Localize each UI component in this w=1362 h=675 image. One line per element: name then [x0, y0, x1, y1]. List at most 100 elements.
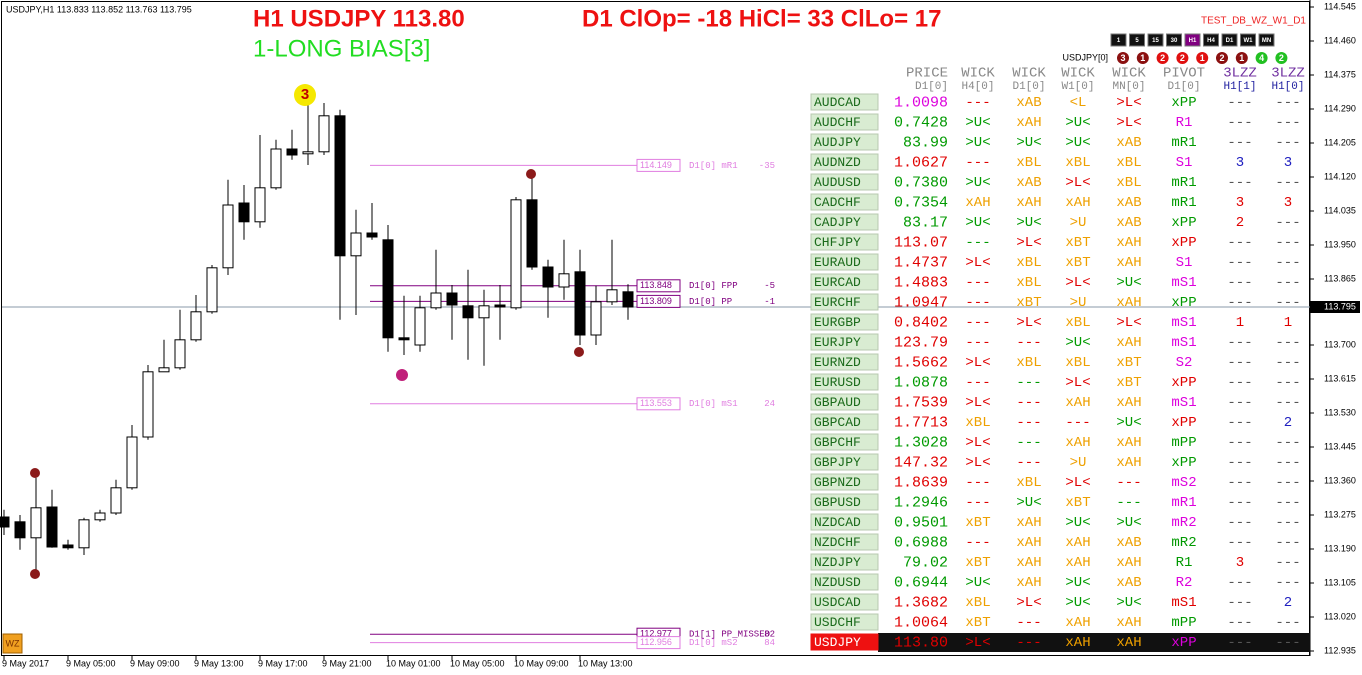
- timeframe-label[interactable]: 5: [1135, 38, 1139, 44]
- symbol-box[interactable]: [810, 313, 879, 331]
- symbol-box[interactable]: [810, 513, 879, 531]
- symbol-box[interactable]: [810, 473, 879, 491]
- signal-cell: >L<: [1116, 115, 1141, 131]
- timeframe-button[interactable]: [1166, 33, 1182, 47]
- timeframe-label[interactable]: 15: [1152, 38, 1159, 44]
- symbol-box[interactable]: [810, 113, 879, 131]
- price-cell: 79.02: [903, 554, 948, 571]
- symbol-label[interactable]: AUDJPY: [814, 135, 861, 150]
- symbol-label[interactable]: AUDUSD: [814, 175, 861, 190]
- symbol-box[interactable]: [810, 433, 879, 451]
- symbol-box[interactable]: [810, 233, 879, 251]
- symbol-label[interactable]: GBPJPY: [814, 455, 861, 470]
- price-cell: 1.8639: [894, 474, 948, 491]
- symbol-box[interactable]: [810, 613, 879, 631]
- timeframe-label[interactable]: D1: [1226, 38, 1234, 44]
- timeframe-label[interactable]: W1: [1244, 38, 1254, 44]
- symbol-label[interactable]: USDJPY: [814, 635, 861, 650]
- symbol-label[interactable]: EURUSD: [814, 375, 861, 390]
- symbol-box[interactable]: [810, 373, 879, 391]
- symbol-label[interactable]: EURAUD: [814, 255, 861, 270]
- symbol-box[interactable]: [810, 353, 879, 371]
- timeframe-button[interactable]: [1240, 33, 1256, 47]
- timeframe-label[interactable]: 30: [1171, 38, 1178, 44]
- symbol-box[interactable]: [810, 173, 879, 191]
- signal-cell: 2: [1284, 415, 1292, 431]
- symbol-label[interactable]: EURNZD: [814, 355, 861, 370]
- timeframe-button[interactable]: [1221, 33, 1238, 47]
- timeframe-button[interactable]: [1147, 33, 1164, 47]
- symbol-label[interactable]: CADJPY: [814, 215, 861, 230]
- signal-cell: ---: [1227, 355, 1252, 371]
- timeframe-button[interactable]: [1258, 33, 1275, 47]
- level-offset: -35: [759, 161, 775, 171]
- price-cell: 1.3028: [894, 434, 948, 451]
- signal-cell: >L<: [1016, 595, 1041, 611]
- symbol-label[interactable]: AUDCHF: [814, 115, 861, 130]
- symbol-label[interactable]: GBPAUD: [814, 395, 861, 410]
- signal-cell: xAH: [1016, 115, 1041, 131]
- symbol-label[interactable]: CHFJPY: [814, 235, 861, 250]
- timeframe-label[interactable]: 1: [1117, 38, 1121, 44]
- signal-cell: 1: [1236, 315, 1244, 331]
- y-tick-label: 113.360: [1324, 475, 1356, 485]
- signal-cell: >U<: [1116, 275, 1141, 291]
- symbol-box[interactable]: [810, 133, 879, 151]
- timeframe-label[interactable]: H4: [1207, 38, 1215, 44]
- timeframe-label[interactable]: H1: [1189, 38, 1197, 44]
- signal-cell: mS1: [1171, 275, 1196, 291]
- symbol-box[interactable]: [810, 573, 879, 591]
- symbol-box[interactable]: [810, 213, 879, 231]
- symbol-label[interactable]: GBPCHF: [814, 435, 861, 450]
- signal-cell: 3: [1236, 195, 1244, 211]
- symbol-label[interactable]: GBPUSD: [814, 495, 861, 510]
- symbol-box[interactable]: [810, 153, 879, 171]
- signal-cell: xAH: [1065, 195, 1090, 211]
- logo-box[interactable]: [2, 633, 23, 654]
- symbol-label[interactable]: GBPCAD: [814, 415, 861, 430]
- symbol-label[interactable]: EURJPY: [814, 335, 861, 350]
- symbol-label[interactable]: USDCHF: [814, 615, 861, 630]
- timeframe-button[interactable]: [1110, 33, 1127, 47]
- symbol-label[interactable]: EURCHF: [814, 295, 861, 310]
- symbol-box[interactable]: [810, 493, 879, 511]
- table-header: D1[0]: [1012, 81, 1045, 93]
- symbol-label[interactable]: CADCHF: [814, 195, 861, 210]
- symbol-box[interactable]: [810, 533, 879, 551]
- symbol-label[interactable]: NZDJPY: [814, 555, 861, 570]
- symbol-box[interactable]: [810, 593, 879, 611]
- symbol-label[interactable]: NZDUSD: [814, 575, 861, 590]
- symbol-box[interactable]: [810, 633, 879, 651]
- symbol-box[interactable]: [810, 93, 879, 111]
- symbol-box[interactable]: [810, 453, 879, 471]
- timeframe-button[interactable]: [1129, 33, 1145, 47]
- symbol-box[interactable]: [810, 293, 879, 311]
- symbol-box[interactable]: [810, 393, 879, 411]
- signal-cell: xAB: [1116, 195, 1141, 211]
- price-cell: 123.79: [894, 334, 948, 351]
- symbol-label[interactable]: AUDNZD: [814, 155, 861, 170]
- logo-label[interactable]: WZ: [6, 638, 20, 648]
- symbol-box[interactable]: [810, 413, 879, 431]
- symbol-label[interactable]: USDCAD: [814, 595, 861, 610]
- symbol-label[interactable]: GBPNZD: [814, 475, 861, 490]
- chart-title: H1 USDJPY 113.80: [253, 5, 465, 32]
- symbol-label[interactable]: EURGBP: [814, 315, 861, 330]
- signal-cell: ---: [1275, 455, 1300, 471]
- symbol-box[interactable]: [810, 273, 879, 291]
- price-cell: 0.8402: [894, 314, 948, 331]
- symbol-box[interactable]: [810, 553, 879, 571]
- timeframe-button[interactable]: [1184, 33, 1201, 47]
- symbol-box[interactable]: [810, 333, 879, 351]
- symbol-label[interactable]: NZDCAD: [814, 515, 861, 530]
- symbol-label[interactable]: NZDCHF: [814, 535, 861, 550]
- symbol-label[interactable]: EURCAD: [814, 275, 861, 290]
- candle-body: [78, 519, 90, 549]
- symbol-label[interactable]: AUDCAD: [814, 95, 861, 110]
- symbol-box[interactable]: [810, 253, 879, 271]
- timeframe-label[interactable]: MN: [1262, 38, 1271, 44]
- timeframe-button[interactable]: [1203, 33, 1219, 47]
- signal-cell: ---: [1227, 115, 1252, 131]
- symbol-box[interactable]: [810, 193, 879, 211]
